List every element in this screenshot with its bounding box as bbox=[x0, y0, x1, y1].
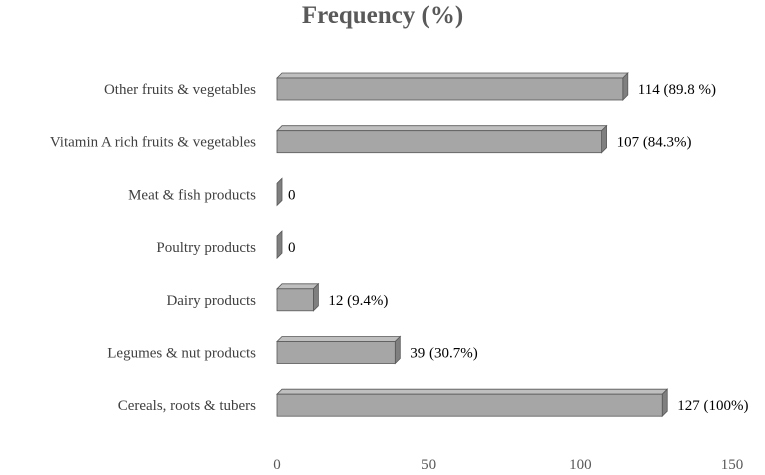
category-label: Cereals, roots & tubers bbox=[118, 398, 256, 414]
chart-title: Frequency (%) bbox=[301, 2, 464, 29]
category-label: Vitamin A rich fruits & vegetables bbox=[50, 135, 256, 151]
bar-side-face bbox=[394, 335, 401, 365]
labels-layer: Other fruits & vegetables 114 (89.8 %) Vit… bbox=[50, 82, 749, 414]
bar-side-face bbox=[312, 282, 319, 312]
bar-top-face bbox=[276, 388, 669, 395]
bars-layer bbox=[276, 72, 669, 418]
bar-front-face bbox=[276, 288, 314, 312]
data-label: 0 bbox=[288, 240, 296, 256]
data-label: 0 bbox=[288, 187, 296, 203]
data-label: 114 (89.8 %) bbox=[638, 82, 716, 98]
bar-front-face bbox=[276, 130, 602, 154]
bar-front-face bbox=[276, 77, 624, 101]
bar-2 bbox=[276, 177, 283, 207]
bar-3 bbox=[276, 230, 283, 260]
bar-side-face bbox=[276, 230, 283, 260]
bar-0 bbox=[276, 72, 629, 101]
bar-side-face bbox=[601, 124, 607, 154]
x-tick-label: 0 bbox=[273, 457, 281, 473]
category-label: Dairy products bbox=[166, 293, 256, 309]
bar-5 bbox=[276, 335, 402, 365]
bar-1 bbox=[276, 124, 608, 154]
bar-side-face bbox=[276, 177, 283, 207]
bar-4 bbox=[276, 282, 320, 312]
bar-top-face bbox=[276, 336, 402, 342]
x-axis-ticks: 0 50 100 150 bbox=[273, 457, 743, 473]
bar-side-face bbox=[622, 72, 629, 101]
bar-top-face bbox=[276, 283, 320, 290]
x-tick-label: 100 bbox=[569, 457, 592, 473]
data-label: 107 (84.3%) bbox=[617, 135, 692, 151]
category-label: Meat & fish products bbox=[128, 187, 256, 203]
category-label: Other fruits & vegetables bbox=[104, 82, 256, 98]
bar-top-face bbox=[276, 72, 629, 79]
category-label: Poultry products bbox=[156, 240, 256, 256]
data-label: 12 (9.4%) bbox=[328, 293, 388, 309]
bar-front-face bbox=[276, 341, 396, 364]
bar-side-face bbox=[661, 388, 668, 418]
bar-6 bbox=[276, 388, 669, 418]
data-label: 127 (100%) bbox=[677, 398, 748, 414]
category-label: Legumes & nut products bbox=[107, 346, 256, 362]
x-tick-label: 150 bbox=[721, 457, 744, 473]
data-label: 39 (30.7%) bbox=[410, 346, 478, 362]
bar-top-face bbox=[276, 125, 608, 132]
x-tick-label: 50 bbox=[421, 457, 436, 473]
bar-front-face bbox=[276, 393, 663, 417]
